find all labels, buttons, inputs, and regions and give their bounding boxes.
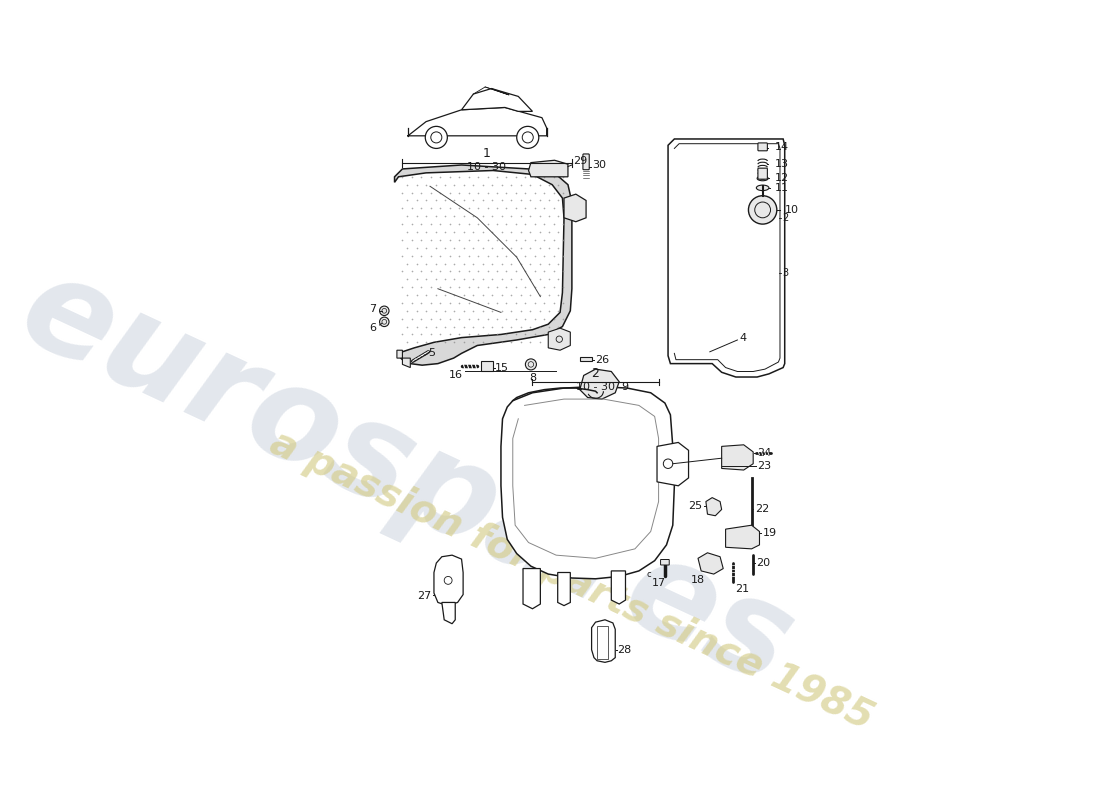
Text: eurospares: eurospares: [1, 244, 812, 712]
Text: 26: 26: [595, 354, 609, 365]
Polygon shape: [558, 573, 570, 606]
Polygon shape: [548, 328, 570, 350]
Polygon shape: [395, 165, 572, 365]
Text: 4: 4: [739, 333, 746, 342]
Polygon shape: [597, 626, 608, 659]
Polygon shape: [442, 602, 455, 624]
Text: 21: 21: [735, 584, 749, 594]
FancyBboxPatch shape: [661, 559, 669, 565]
Text: 24: 24: [757, 448, 771, 458]
Text: 22: 22: [755, 505, 769, 514]
Text: 10: 10: [784, 205, 799, 215]
Text: 27: 27: [417, 591, 431, 601]
Text: 2: 2: [782, 213, 789, 222]
FancyBboxPatch shape: [583, 154, 590, 170]
Polygon shape: [612, 571, 626, 604]
Polygon shape: [657, 442, 689, 486]
Polygon shape: [726, 526, 759, 549]
Text: 8: 8: [529, 373, 536, 383]
Text: 30: 30: [593, 160, 606, 170]
Text: 9: 9: [620, 382, 628, 392]
Polygon shape: [592, 620, 615, 662]
Circle shape: [379, 317, 389, 326]
Text: 17: 17: [651, 578, 666, 588]
Polygon shape: [481, 362, 493, 370]
Text: a passion for parts since 1985: a passion for parts since 1985: [264, 423, 880, 738]
Polygon shape: [434, 555, 463, 606]
Text: 12: 12: [776, 174, 790, 183]
Circle shape: [426, 126, 448, 149]
Circle shape: [526, 359, 537, 370]
Ellipse shape: [757, 176, 768, 181]
Text: 7: 7: [370, 304, 376, 314]
Text: 1: 1: [483, 146, 491, 160]
Text: 23: 23: [757, 461, 771, 471]
Polygon shape: [668, 139, 784, 377]
Text: 15: 15: [495, 362, 508, 373]
FancyBboxPatch shape: [758, 168, 768, 179]
Polygon shape: [706, 498, 722, 516]
Circle shape: [379, 306, 389, 315]
Text: 20: 20: [757, 558, 770, 568]
Text: 3: 3: [782, 268, 789, 278]
Ellipse shape: [757, 185, 769, 190]
Polygon shape: [500, 386, 674, 579]
Text: 5: 5: [428, 348, 436, 358]
Text: 28: 28: [617, 645, 631, 654]
FancyBboxPatch shape: [758, 143, 768, 150]
Polygon shape: [462, 89, 532, 111]
Text: c: c: [647, 570, 651, 578]
Text: 10 - 30: 10 - 30: [576, 382, 615, 392]
Text: 18: 18: [691, 575, 705, 585]
Polygon shape: [564, 194, 586, 222]
Text: 16: 16: [449, 370, 463, 380]
Polygon shape: [698, 553, 723, 574]
Circle shape: [748, 196, 777, 224]
Text: 6: 6: [370, 323, 376, 333]
Polygon shape: [722, 445, 754, 470]
Polygon shape: [528, 160, 568, 177]
Text: 19: 19: [762, 528, 777, 538]
Text: 2: 2: [592, 367, 600, 380]
Text: 14: 14: [776, 142, 790, 152]
Text: 13: 13: [776, 159, 790, 169]
Polygon shape: [580, 369, 619, 399]
Text: 11: 11: [776, 183, 790, 193]
Polygon shape: [522, 569, 540, 609]
Text: 25: 25: [689, 502, 703, 511]
Polygon shape: [397, 350, 410, 367]
Circle shape: [517, 126, 539, 149]
Text: 10 - 30: 10 - 30: [468, 162, 506, 172]
Polygon shape: [580, 357, 593, 362]
Text: 29: 29: [573, 156, 587, 166]
